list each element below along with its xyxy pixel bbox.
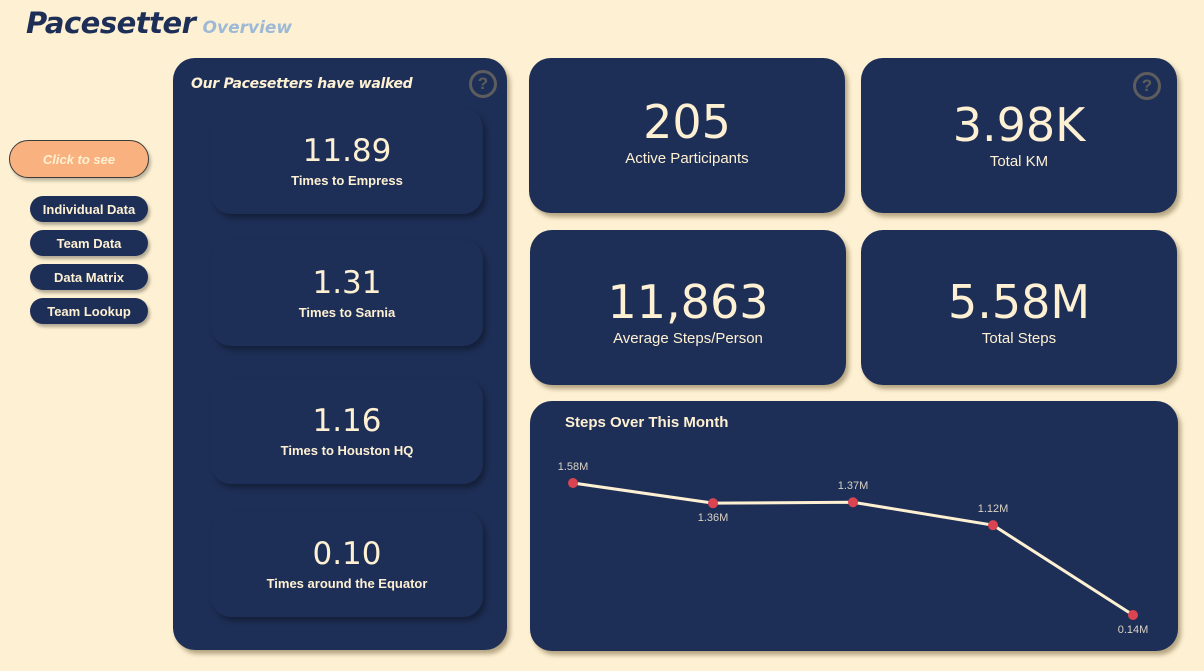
data-matrix-button[interactable]: Data Matrix <box>30 264 148 290</box>
steps-over-month-chart: Steps Over This Month 1.58M 1.36M 1.37M 1.1… <box>530 401 1178 651</box>
total-km-card: ? 3.98K Total KM <box>861 58 1177 213</box>
data-point-marker[interactable] <box>848 497 858 508</box>
distance-walked-panel: Our Pacesetters have walked ? 11.89 Time… <box>173 58 507 650</box>
data-point-label: 1.12M <box>977 503 1009 516</box>
page-subtitle: Overview <box>202 18 293 38</box>
sarnia-card: 1.31 Times to Sarnia <box>211 240 483 346</box>
click-to-see-button[interactable]: Click to see <box>9 140 149 178</box>
team-lookup-button[interactable]: Team Lookup <box>30 298 148 324</box>
data-point-label: 1.58M <box>557 461 589 473</box>
help-icon[interactable]: ? <box>1133 72 1161 100</box>
houston-label: Times to Houston HQ <box>280 442 414 458</box>
data-point-label: 1.36M <box>697 512 729 525</box>
sarnia-label: Times to Sarnia <box>298 304 396 320</box>
equator-card: 0.10 Times around the Equator <box>211 511 483 617</box>
houston-card: 1.16 Times to Houston HQ <box>211 378 483 484</box>
total-km-label: Total KM <box>989 153 1049 171</box>
team-data-button[interactable]: Team Data <box>30 230 148 256</box>
data-point-marker[interactable] <box>708 498 718 509</box>
help-icon[interactable]: ? <box>469 70 497 98</box>
total-steps-label: Total Steps <box>981 330 1057 348</box>
app-title: Pacesetter <box>26 6 196 40</box>
total-km-value: 3.98K <box>952 97 1086 152</box>
data-point-marker[interactable] <box>568 478 578 488</box>
active-participants-value: 205 <box>643 94 731 149</box>
panel-title: Our Pacesetters have walked <box>191 76 413 92</box>
data-point-label: 1.37M <box>837 480 869 493</box>
active-participants-card: 205 Active Participants <box>529 58 845 213</box>
empress-value: 11.89 <box>302 133 392 170</box>
chart-title: Steps Over This Month <box>565 414 729 431</box>
page-title: Pacesetter Overview <box>26 6 292 40</box>
data-point-marker[interactable] <box>988 520 998 531</box>
equator-value: 0.10 <box>312 536 382 573</box>
avg-steps-value: 11,863 <box>607 274 769 329</box>
data-point-marker[interactable] <box>1128 610 1138 620</box>
equator-label: Times around the Equator <box>266 575 428 591</box>
data-point-label: 0.14M <box>1117 624 1149 636</box>
sarnia-value: 1.31 <box>312 265 382 302</box>
avg-steps-card: 11,863 Average Steps/Person <box>530 230 846 385</box>
total-steps-card: 5.58M Total Steps <box>861 230 1177 385</box>
individual-data-button[interactable]: Individual Data <box>30 196 148 222</box>
total-steps-value: 5.58M <box>947 274 1091 329</box>
avg-steps-label: Average Steps/Person <box>613 330 763 348</box>
line-chart-plot <box>568 478 1138 620</box>
active-participants-label: Active Participants <box>625 150 749 168</box>
empress-label: Times to Empress <box>291 172 403 188</box>
houston-value: 1.16 <box>312 403 382 440</box>
empress-card: 11.89 Times to Empress <box>211 108 483 214</box>
